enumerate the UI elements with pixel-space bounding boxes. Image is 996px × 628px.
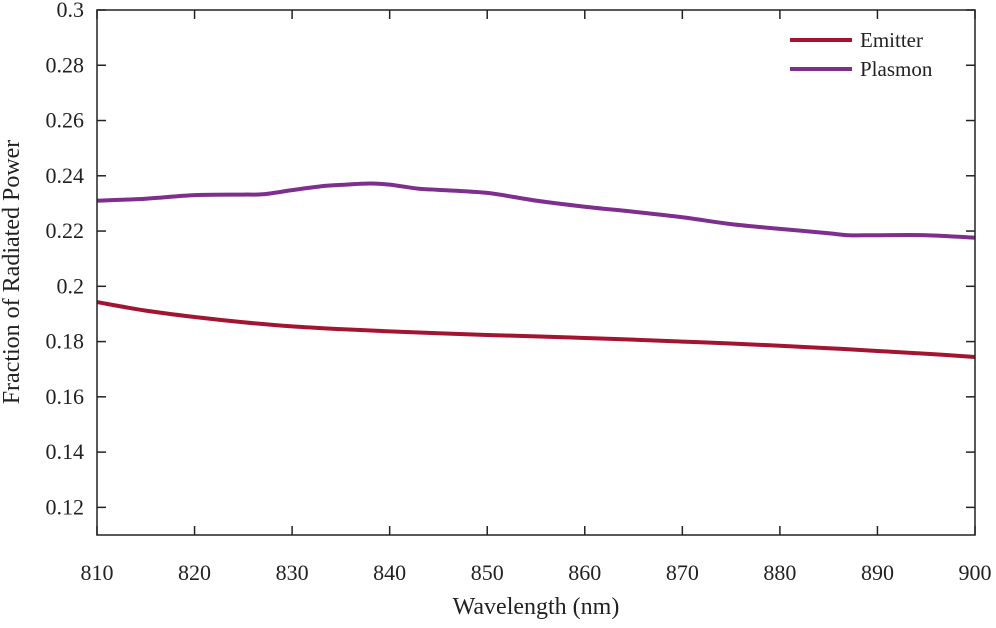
y-tick-label: 0.28 [46, 52, 85, 77]
x-axis-label: Wavelength (nm) [453, 594, 620, 620]
x-tick-label: 810 [81, 560, 114, 585]
plot-frame [96, 9, 976, 536]
y-ticks: 0.12 0.14 0.16 0.18 0.2 0.22 0.24 0.26 0.28 0.3 [46, 0, 975, 519]
y-tick-label: 0.3 [57, 0, 85, 22]
series-layer [96, 181, 976, 360]
legend: Emitter Plasmon [790, 28, 933, 81]
axes-layer [96, 9, 976, 536]
y-tick-label: 0.12 [46, 494, 85, 519]
y-tick-label: 0.14 [46, 439, 85, 464]
x-ticks: 810 820 830 840 850 860 870 880 890 900 [81, 10, 992, 585]
x-tick-label: 830 [276, 560, 309, 585]
legend-label-plasmon: Plasmon [860, 57, 933, 81]
x-tick-label: 840 [373, 560, 406, 585]
x-tick-label: 820 [178, 560, 211, 585]
series-line-emitter [96, 300, 976, 360]
y-tick-label: 0.18 [46, 329, 85, 354]
y-tick-label: 0.2 [57, 273, 85, 298]
x-tick-label: 880 [763, 560, 796, 585]
x-tick-label: 850 [471, 560, 504, 585]
x-tick-label: 870 [666, 560, 699, 585]
y-axis-label: Fraction of Radiated Power [0, 140, 25, 405]
y-tick-label: 0.16 [46, 384, 85, 409]
x-tick-label: 890 [861, 560, 894, 585]
series-line-plasmon [96, 181, 976, 240]
legend-label-emitter: Emitter [860, 28, 923, 52]
y-tick-label: 0.24 [46, 163, 85, 188]
y-tick-label: 0.26 [46, 108, 85, 133]
x-tick-label: 860 [568, 560, 601, 585]
y-tick-label: 0.22 [46, 218, 85, 243]
x-tick-label: 900 [959, 560, 992, 585]
